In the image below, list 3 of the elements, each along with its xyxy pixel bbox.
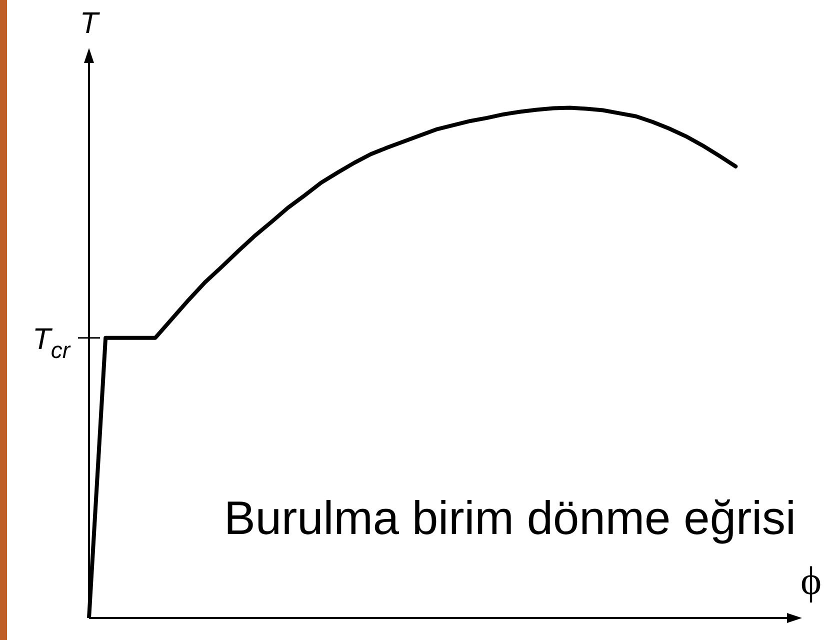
y-axis-title: T (80, 7, 101, 40)
x-axis-title: ϕ (800, 558, 822, 603)
annotation: Burulma birim dönme eğrisi (224, 491, 796, 544)
